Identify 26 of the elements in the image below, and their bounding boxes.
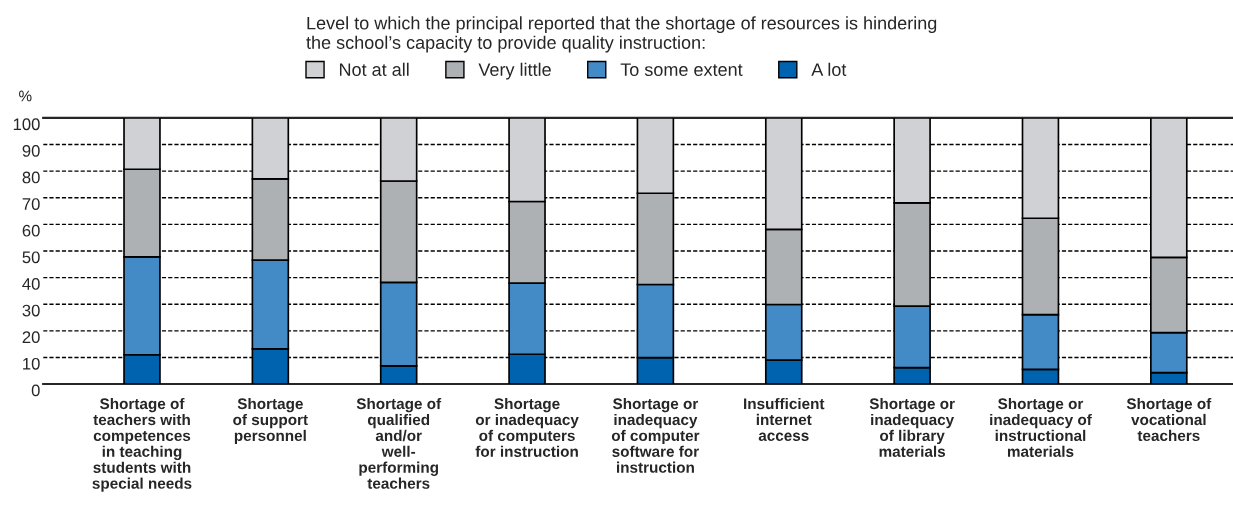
x-tick-label: Shortage of qualified and/or well- performing teachers [356,397,442,489]
legend-label: To some extent [620,63,743,76]
y-tick-label: 20 [22,331,40,344]
legend-label: A lot [811,62,847,76]
x-tick-label: Shortage or inadequacy of computers for instruction [475,397,579,457]
x-tick-label: Shortage or inadequacy of computer software for instruction [611,397,700,473]
x-tick-label: Shortage of vocational teachers [1126,397,1212,442]
y-tick-label: 40 [22,278,40,290]
x-tick-label: Shortage of teachers with competences in teaching students with special needs [92,397,192,492]
y-tick-label: 80 [22,171,40,184]
legend-label: Not at all [339,62,409,76]
y-tick-label: 70 [22,198,40,210]
x-tick-label: Shortage or inadequacy of instructional materials [990,397,1092,457]
y-tick-label: 90 [22,144,40,157]
y-tick-label: 100 [13,118,40,131]
legend-label: Very little [478,62,551,80]
y-tick-label: 60 [22,224,40,237]
y-tick-label: 50 [22,251,40,264]
y-tick-label: 30 [22,304,40,317]
y-tick-label: 0 [31,384,40,397]
legend-title: Level to which the principal reported that the shortage of resources is hindering the school’s capacity to provide quality instruction: [306,16,937,53]
x-tick-label: Shortage of support personnel [233,397,308,445]
x-tick-label: Insufficient internet access [744,397,825,441]
y-axis-title: % [19,90,32,102]
x-tick-label: Shortage or inadequacy of library materials [869,397,955,457]
y-tick-label: 10 [23,357,40,370]
